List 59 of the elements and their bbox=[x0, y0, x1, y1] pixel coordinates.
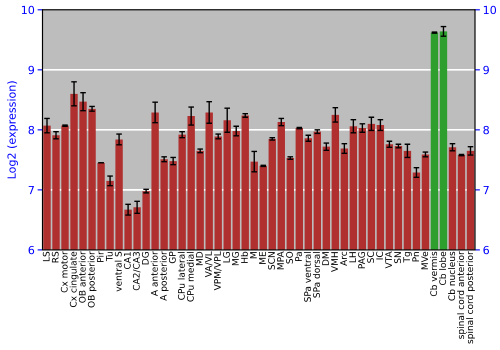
x-tick-label: GP bbox=[168, 252, 176, 264]
y2-tick-label: 7 bbox=[484, 186, 489, 194]
y2-tick-label: 10 bbox=[484, 6, 496, 14]
x-tick-label: Cx motor bbox=[60, 251, 68, 292]
y-tick-label: 10 bbox=[22, 6, 34, 14]
x-tick-label: VA/VL bbox=[205, 251, 213, 278]
x-tick-label: Hb bbox=[240, 252, 248, 263]
x-tick-label: LH bbox=[349, 252, 356, 262]
x-tick-label: Tu bbox=[106, 252, 113, 262]
x-tick-label: ME bbox=[259, 252, 266, 264]
x-tick-label: M bbox=[250, 252, 257, 258]
x-tick-label: CPu lateral bbox=[178, 252, 185, 300]
x-tick-label: Pir bbox=[96, 251, 104, 262]
x-tick-label: IC bbox=[376, 252, 384, 260]
x-tick-label: spinal cord anterior bbox=[457, 251, 466, 339]
x-tick-label: Arc bbox=[340, 252, 347, 266]
x-tick-label: ventral S bbox=[114, 252, 122, 292]
x-tick-label: Pn bbox=[412, 252, 419, 262]
x-tick-label: SC bbox=[367, 252, 374, 263]
x-tick-label: VTA bbox=[385, 251, 392, 268]
x-tick-label: SCN bbox=[268, 252, 275, 270]
x-tick-label: spinal cord posterior bbox=[466, 251, 475, 344]
x-tick-label: PAG bbox=[358, 252, 365, 268]
x-tick-label: MD bbox=[196, 252, 203, 266]
x-tick-label: A posterior bbox=[160, 251, 169, 301]
x-tick-label: OB posterior bbox=[88, 251, 96, 308]
x-tick-label: LG bbox=[223, 252, 230, 262]
x-tick-label: SPa ventral bbox=[304, 252, 311, 302]
y-tick-label: 8 bbox=[28, 126, 34, 134]
x-tick-label: SPa dorsal bbox=[312, 252, 320, 298]
y-axis-title: Log2 (expression) bbox=[7, 81, 18, 178]
x-tick-label: VPM/VPL bbox=[214, 251, 222, 290]
x-tick-label: VMH bbox=[331, 252, 338, 272]
y-tick-label: 9 bbox=[28, 66, 34, 74]
x-tick-label: MG bbox=[232, 252, 239, 266]
x-tick-label: SO bbox=[286, 252, 293, 264]
y2-tick-label: 9 bbox=[483, 66, 489, 74]
y-tick-label: 7 bbox=[28, 186, 34, 194]
x-tick-label: DG bbox=[142, 252, 149, 264]
x-tick-label: Cb nucleus bbox=[448, 252, 456, 301]
x-tick-label: OB anterior bbox=[78, 251, 86, 303]
x-tick-label: Cx cingulate bbox=[70, 252, 78, 308]
x-tick-label: RS bbox=[52, 252, 59, 262]
y-tick-label: 6 bbox=[28, 246, 34, 254]
x-tick-label: A anterior bbox=[150, 251, 158, 296]
x-tick-label: MPA bbox=[277, 251, 284, 270]
x-tick-label: CA1 bbox=[124, 252, 131, 270]
x-tick-label: MVe bbox=[421, 252, 428, 270]
x-tick-label: Cb lobe bbox=[439, 252, 446, 286]
x-tick-label: Tg bbox=[403, 252, 412, 263]
y2-tick-label: 8 bbox=[483, 126, 489, 134]
x-tick-label: LS bbox=[42, 252, 50, 262]
x-tick-label: CPu medial bbox=[186, 252, 194, 302]
x-tick-label: CA2/CA3 bbox=[132, 252, 140, 290]
x-tick-label: Cb vermis bbox=[430, 252, 438, 296]
x-tick-label: SN bbox=[394, 252, 402, 264]
x-tick-label: DM bbox=[322, 252, 329, 266]
x-tick-label: Pa bbox=[295, 252, 302, 261]
y2-tick-label: 6 bbox=[483, 246, 490, 254]
